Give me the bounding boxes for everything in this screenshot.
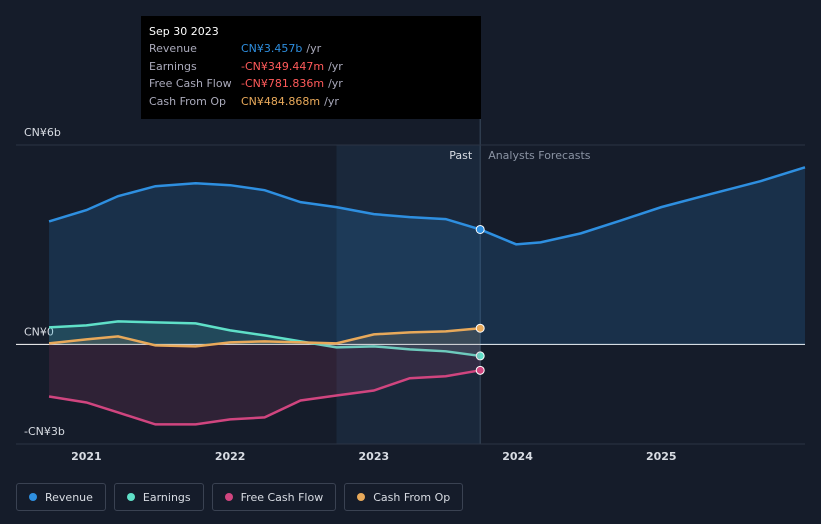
x-tick-label: 2023 bbox=[359, 450, 390, 463]
legend-item[interactable]: Cash From Op bbox=[344, 483, 464, 511]
annotation: Analysts Forecasts bbox=[488, 149, 591, 162]
series-area bbox=[49, 328, 481, 347]
series-line bbox=[48, 166, 806, 246]
tooltip-unit: /yr bbox=[328, 59, 343, 73]
y-tick-label: -CN¥3b bbox=[24, 425, 65, 438]
legend-item[interactable]: Free Cash Flow bbox=[211, 483, 337, 511]
y-tick-label: CN¥6b bbox=[24, 126, 61, 139]
legend-swatch bbox=[357, 493, 366, 501]
tooltip: Sep 30 2023 Revenue CN¥3.457b/yr Earnings -… bbox=[141, 16, 481, 119]
end-dot bbox=[475, 323, 485, 333]
legend: Revenue Earnings Free Cash Flow Cash From O… bbox=[16, 483, 464, 511]
end-dot bbox=[475, 351, 485, 361]
tooltip-unit: /yr bbox=[306, 42, 322, 55]
legend-label: Free Cash Flow bbox=[240, 490, 324, 504]
past-region bbox=[336, 145, 481, 444]
tooltip-value: -CN¥349.447m bbox=[241, 59, 325, 73]
tooltip-unit: /yr bbox=[324, 94, 339, 108]
x-tick-label: 2025 bbox=[646, 450, 677, 463]
legend-item[interactable]: Revenue bbox=[16, 483, 106, 511]
tooltip-value: CN¥484.868m bbox=[241, 94, 321, 108]
tooltip-label: Free Cash Flow bbox=[149, 77, 232, 90]
tooltip-title: Sep 30 2023 bbox=[149, 25, 219, 38]
legend-swatch bbox=[126, 493, 135, 501]
x-tick-label: 2024 bbox=[502, 450, 533, 463]
tooltip-label: Cash From Op bbox=[149, 94, 227, 108]
legend-swatch bbox=[224, 493, 233, 501]
tooltip-value: CN¥3.457b bbox=[241, 42, 303, 55]
tooltip-unit: /yr bbox=[328, 77, 343, 90]
legend-label: Revenue bbox=[45, 490, 93, 504]
x-tick-label: 2022 bbox=[215, 450, 246, 463]
series-area bbox=[49, 321, 481, 356]
tooltip-value: -CN¥781.836m bbox=[241, 77, 325, 90]
annotation: Past bbox=[449, 149, 473, 162]
tooltip-label: Revenue bbox=[149, 42, 197, 55]
end-dot bbox=[475, 224, 485, 234]
y-tick-label: CN¥0 bbox=[24, 325, 54, 338]
series-area bbox=[49, 167, 806, 345]
series-area bbox=[49, 344, 481, 425]
x-tick-label: 2021 bbox=[71, 450, 102, 463]
legend-swatch bbox=[29, 493, 37, 501]
legend-item[interactable]: Earnings bbox=[113, 483, 204, 511]
tooltip-label: Earnings bbox=[149, 59, 197, 73]
series-line bbox=[48, 326, 481, 348]
series-line bbox=[48, 320, 481, 358]
legend-label: Earnings bbox=[142, 490, 191, 504]
end-dot bbox=[475, 365, 485, 375]
legend-label: Cash From Op bbox=[373, 490, 451, 504]
series-line bbox=[48, 369, 481, 426]
